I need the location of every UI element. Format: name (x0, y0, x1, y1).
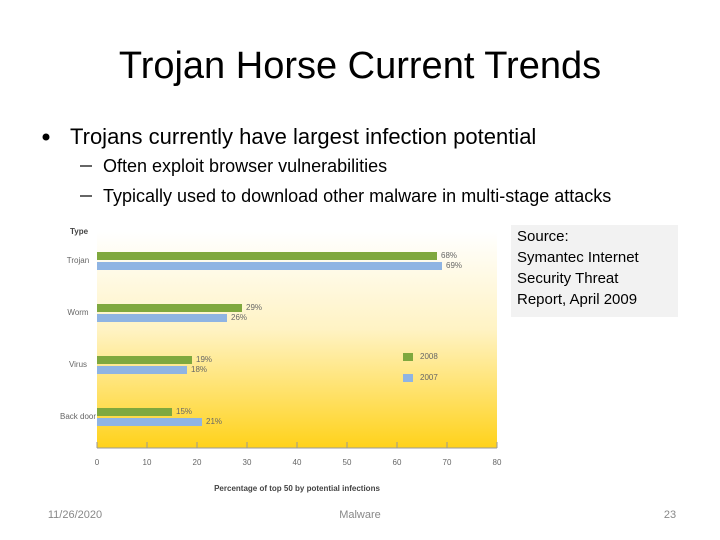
value-label: 26% (231, 313, 247, 322)
bar (97, 304, 242, 312)
bar (97, 314, 227, 322)
category-label: Worm (67, 308, 89, 317)
x-tick-label: 20 (193, 458, 202, 467)
value-label: 68% (441, 251, 457, 260)
sub-bullet: Typically used to download other malware… (103, 186, 611, 206)
bar (97, 262, 442, 270)
category-label: Back door (60, 412, 96, 421)
value-label: 69% (446, 261, 462, 270)
bar (97, 252, 437, 260)
category-label: Trojan (67, 256, 89, 265)
x-tick-label: 80 (493, 458, 502, 467)
source-line: Source: (517, 228, 569, 245)
legend-label: 2007 (420, 373, 438, 382)
x-tick-label: 70 (443, 458, 452, 467)
bar (97, 356, 192, 364)
x-tick-label: 0 (95, 458, 100, 467)
value-label: 19% (196, 355, 212, 364)
footer-date: 11/26/2020 (48, 509, 102, 521)
slide-title: Trojan Horse Current Trends (119, 45, 601, 87)
source-line: Report, April 2009 (517, 291, 637, 308)
value-label: 21% (206, 417, 222, 426)
legend-swatch (403, 374, 413, 382)
x-tick-label: 60 (393, 458, 402, 467)
value-label: 15% (176, 407, 192, 416)
footer-center: Malware (339, 509, 381, 521)
category-label: Virus (69, 360, 87, 369)
bullet-dot (42, 133, 50, 141)
value-label: 29% (246, 303, 262, 312)
x-tick-label: 40 (293, 458, 302, 467)
x-tick-label: 30 (243, 458, 252, 467)
bar (97, 366, 187, 374)
bar (97, 418, 202, 426)
bullet: Trojans currently have largest infection… (70, 124, 536, 149)
x-axis-label: Percentage of top 50 by potential infect… (214, 484, 380, 493)
x-tick-label: 10 (143, 458, 152, 467)
value-label: 18% (191, 365, 207, 374)
page-number: 23 (664, 509, 676, 521)
legend-label: 2008 (420, 352, 438, 361)
bar (97, 408, 172, 416)
source-line: Symantec Internet (517, 249, 640, 266)
sub-bullet: Often exploit browser vulnerabilities (103, 156, 387, 176)
legend-swatch (403, 353, 413, 361)
source-line: Security Threat (517, 270, 619, 287)
source-box (511, 225, 678, 317)
x-tick-label: 50 (343, 458, 352, 467)
category-header: Type (70, 227, 89, 236)
